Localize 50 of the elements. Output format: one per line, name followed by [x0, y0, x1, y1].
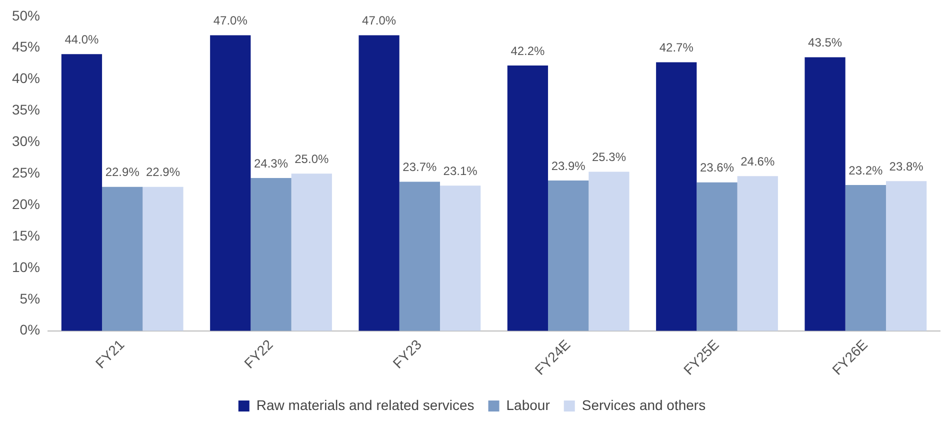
data-label: 24.6%	[740, 154, 775, 168]
bar	[656, 62, 697, 331]
bar	[102, 186, 143, 331]
legend-label: Services and others	[582, 396, 706, 413]
bar	[142, 186, 184, 331]
data-label: 25.3%	[592, 150, 626, 164]
legend-label: Labour	[506, 396, 550, 413]
legend-label: Raw materials and related services	[256, 396, 474, 413]
data-label: 23.7%	[402, 160, 438, 174]
y-tick-label: 15%	[12, 227, 40, 244]
bar	[358, 35, 400, 331]
data-label: 22.9%	[105, 165, 140, 180]
bar	[507, 65, 548, 331]
y-tick-label: 40%	[12, 70, 40, 86]
data-label: 23.6%	[700, 160, 734, 175]
data-label: 24.3%	[254, 156, 288, 170]
data-label: 47.0%	[362, 14, 396, 28]
bar	[737, 176, 778, 331]
data-label: 22.9%	[146, 165, 180, 180]
bar	[548, 180, 589, 331]
bar	[696, 182, 738, 331]
data-label: 47.0%	[213, 14, 248, 28]
bar	[61, 54, 102, 331]
bar	[210, 35, 251, 331]
y-tick-label: 25%	[12, 164, 40, 180]
bar	[250, 178, 292, 331]
y-tick-label: 10%	[12, 258, 40, 275]
bar	[291, 174, 332, 331]
data-label: 44.0%	[64, 32, 100, 46]
data-label: 23.2%	[848, 163, 884, 178]
bar	[845, 184, 886, 331]
y-tick-label: 35%	[12, 102, 40, 118]
data-label: 42.7%	[659, 40, 694, 55]
y-tick-label: 30%	[12, 133, 40, 150]
y-tick-label: 50%	[12, 7, 40, 24]
y-tick-label: 20%	[12, 196, 40, 212]
bar	[399, 182, 440, 331]
y-tick-label: 45%	[12, 38, 40, 55]
data-label: 23.8%	[889, 159, 924, 174]
data-label: 23.9%	[551, 158, 586, 173]
bar	[588, 172, 630, 331]
data-label: 42.2%	[510, 44, 546, 58]
bar	[804, 57, 846, 331]
y-tick-label: 0%	[20, 322, 40, 338]
bar	[440, 186, 481, 331]
data-label: 43.5%	[808, 36, 842, 50]
y-tick-label: 5%	[20, 290, 40, 306]
data-label: 25.0%	[294, 152, 329, 166]
bar	[886, 181, 927, 331]
data-label: 23.1%	[443, 164, 478, 178]
